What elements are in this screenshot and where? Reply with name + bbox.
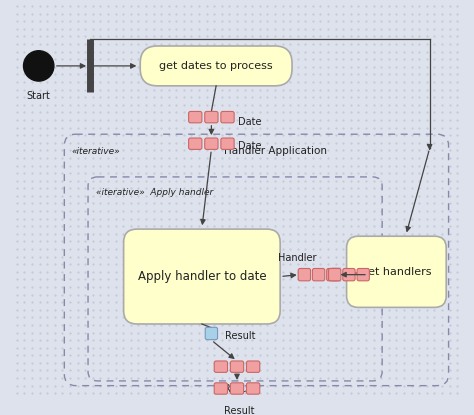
FancyBboxPatch shape [230, 361, 244, 372]
Text: get handlers: get handlers [361, 267, 432, 277]
Text: Date: Date [238, 117, 262, 127]
FancyBboxPatch shape [327, 269, 339, 281]
FancyBboxPatch shape [298, 269, 310, 281]
Text: «iterative»  Apply handler: «iterative» Apply handler [96, 188, 213, 197]
Text: Apply handler to date: Apply handler to date [137, 270, 266, 283]
FancyBboxPatch shape [328, 269, 341, 281]
Bar [332, 267, 341, 282]
FancyBboxPatch shape [221, 112, 234, 123]
FancyBboxPatch shape [346, 236, 446, 308]
Text: Result: Result [224, 384, 254, 394]
FancyBboxPatch shape [205, 112, 218, 123]
Circle shape [24, 51, 54, 81]
Text: Date: Date [238, 141, 262, 151]
FancyBboxPatch shape [246, 383, 260, 394]
Text: Handler Application: Handler Application [224, 146, 327, 156]
Text: Handler: Handler [278, 253, 317, 263]
FancyBboxPatch shape [205, 327, 218, 339]
FancyBboxPatch shape [312, 269, 325, 281]
FancyBboxPatch shape [214, 361, 228, 372]
Text: get dates to process: get dates to process [159, 61, 273, 71]
FancyBboxPatch shape [140, 46, 292, 86]
FancyBboxPatch shape [357, 269, 369, 281]
FancyBboxPatch shape [189, 138, 202, 149]
Text: Start: Start [27, 90, 51, 100]
Text: Result: Result [225, 331, 255, 341]
FancyBboxPatch shape [205, 138, 218, 149]
FancyBboxPatch shape [246, 361, 260, 372]
FancyBboxPatch shape [230, 383, 244, 394]
Text: Result: Result [224, 405, 254, 415]
Text: «iterative»: «iterative» [72, 147, 120, 156]
FancyBboxPatch shape [189, 112, 202, 123]
FancyBboxPatch shape [221, 138, 234, 149]
FancyBboxPatch shape [124, 229, 280, 324]
FancyBboxPatch shape [214, 383, 228, 394]
FancyBboxPatch shape [343, 269, 355, 281]
